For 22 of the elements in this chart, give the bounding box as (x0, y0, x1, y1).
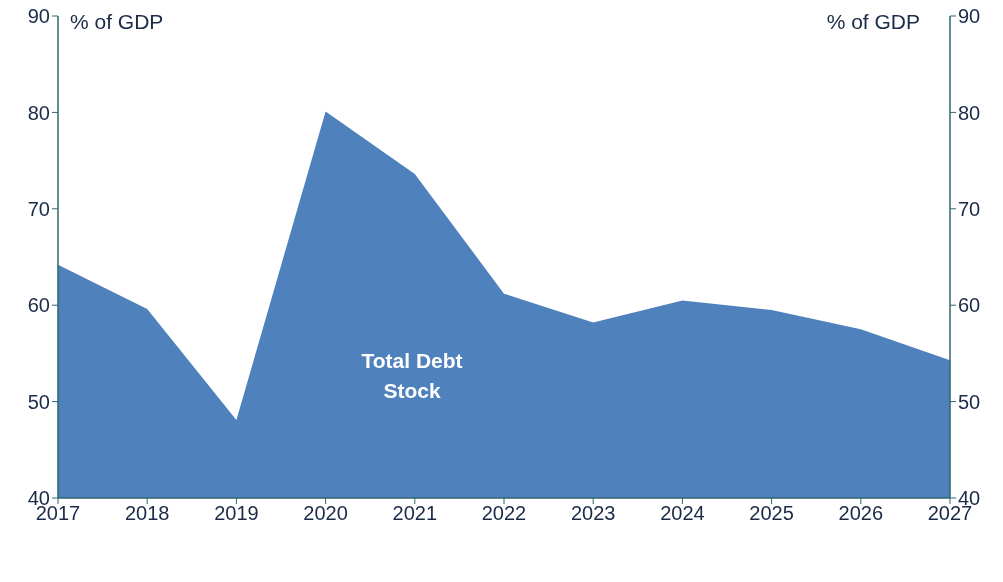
x-tick-label: 2023 (570, 502, 616, 525)
y2-tick-label: 60 (958, 294, 981, 317)
y2-tick-label: 50 (958, 390, 981, 413)
y2-axis-title: % of GDP (826, 10, 920, 34)
annotation: Total Debt Stock (360, 348, 464, 404)
x-tick-label: 2019 (214, 502, 259, 525)
y-tick-label: 50 (27, 390, 50, 413)
y-axis-title: % of GDP (70, 10, 164, 34)
y-tick-label: 80 (27, 101, 50, 124)
x-tick-label: 2021 (392, 502, 438, 525)
y2-tick-label: 70 (958, 197, 981, 220)
x-tick-label: 2020 (303, 502, 348, 525)
y-tick-label: 60 (27, 294, 50, 317)
x-tick-label: 2022 (481, 502, 527, 525)
y2-tick-label: 90 (958, 5, 981, 28)
x-tick-label: 2025 (749, 502, 794, 525)
x-tick-label: 2018 (124, 502, 170, 525)
y-tick-label: 90 (27, 5, 50, 28)
x-tick-label: 2024 (660, 502, 705, 525)
x-tick-label: 2026 (838, 502, 884, 525)
y-tick-label: 70 (27, 197, 50, 220)
y2-tick-label: 80 (958, 101, 981, 124)
